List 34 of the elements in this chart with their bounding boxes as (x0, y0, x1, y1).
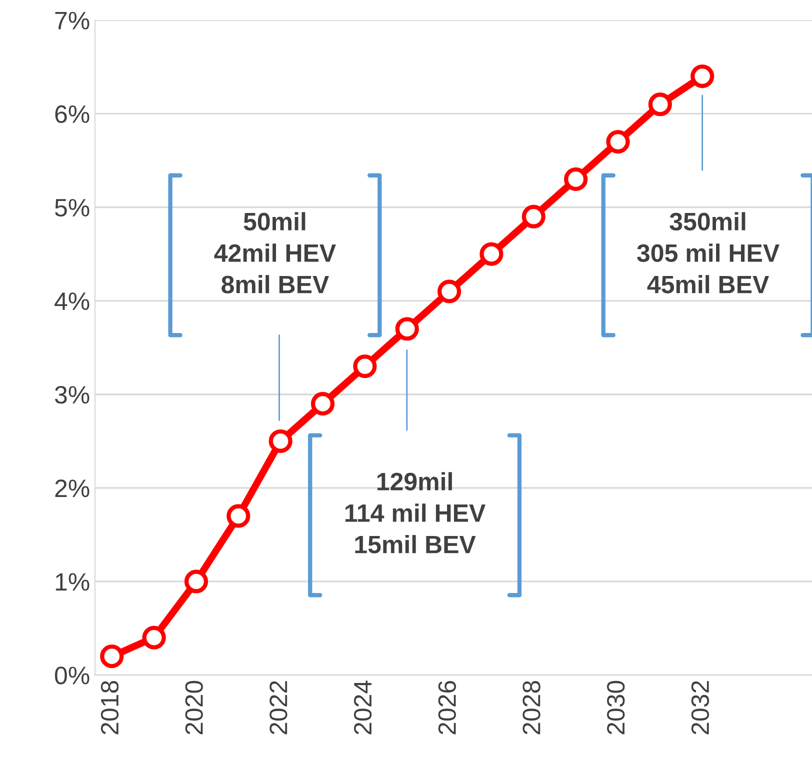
y-tick-label: 6% (55, 105, 90, 124)
point (437, 280, 462, 304)
x-tick-label: 2028 (522, 680, 540, 734)
y-tick-label: 1% (56, 573, 90, 591)
point (690, 64, 714, 88)
annotation: 129mil 114 mil HEV 15mil BEV (345, 472, 486, 554)
point (564, 167, 588, 191)
point (142, 626, 166, 650)
point (522, 204, 546, 228)
x-tick-label: 2022 (270, 681, 288, 734)
point (100, 644, 124, 668)
y-tick-label: 5% (55, 198, 90, 217)
annotation: 50mil 42mil HEV 8mil BEV (214, 212, 336, 294)
y-tick-label: 3% (54, 386, 90, 404)
x-tick-label: 2032 (691, 681, 710, 734)
point (606, 130, 630, 154)
x-tick-label: 2026 (438, 680, 456, 734)
point (184, 570, 208, 594)
point (480, 242, 504, 266)
x-tick-label: 2024 (354, 680, 372, 734)
x-tick-label: 2018 (100, 680, 119, 734)
y-tick-label: 2% (55, 480, 90, 498)
y-tick-label: 7% (55, 12, 90, 30)
x-tick-label: 2020 (185, 680, 203, 734)
point (648, 92, 672, 116)
point (310, 392, 335, 416)
point (226, 504, 250, 528)
x-tick-label: 2030 (606, 680, 625, 734)
point (353, 354, 377, 378)
y-tick-label: 0% (54, 666, 90, 684)
y-tick-label: 4% (54, 292, 90, 310)
point (268, 429, 292, 453)
point (395, 317, 419, 341)
annotation: 350mil 305 mil HEV 45mil BEV (637, 212, 780, 294)
